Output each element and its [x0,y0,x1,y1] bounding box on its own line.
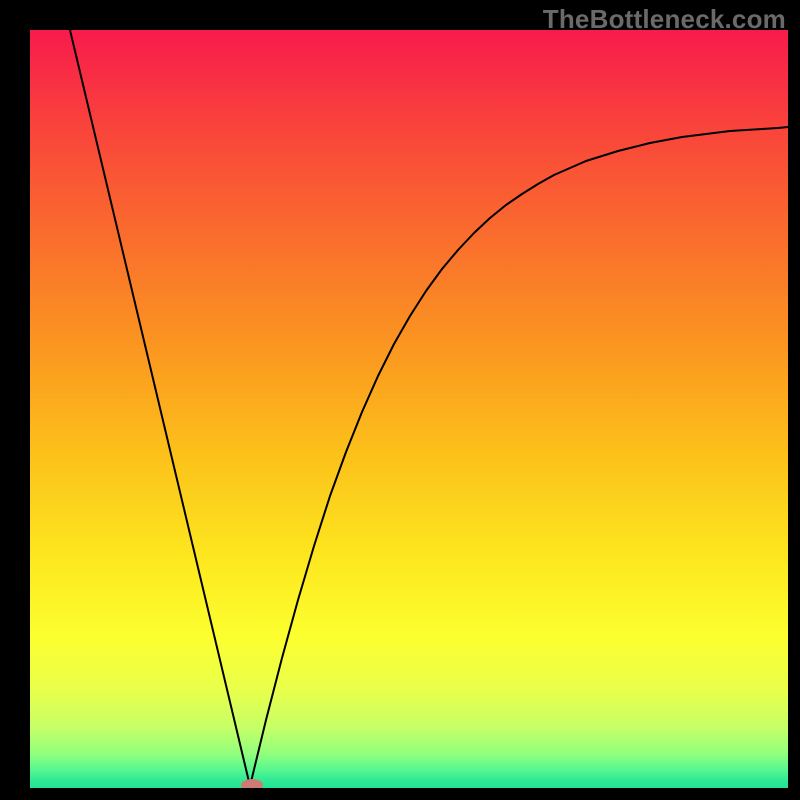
watermark-text: TheBottleneck.com [543,4,786,35]
plot-area [30,30,788,788]
chart-frame: TheBottleneck.com [0,0,800,800]
gradient-background [30,30,788,788]
bottleneck-curve-chart [30,30,788,788]
